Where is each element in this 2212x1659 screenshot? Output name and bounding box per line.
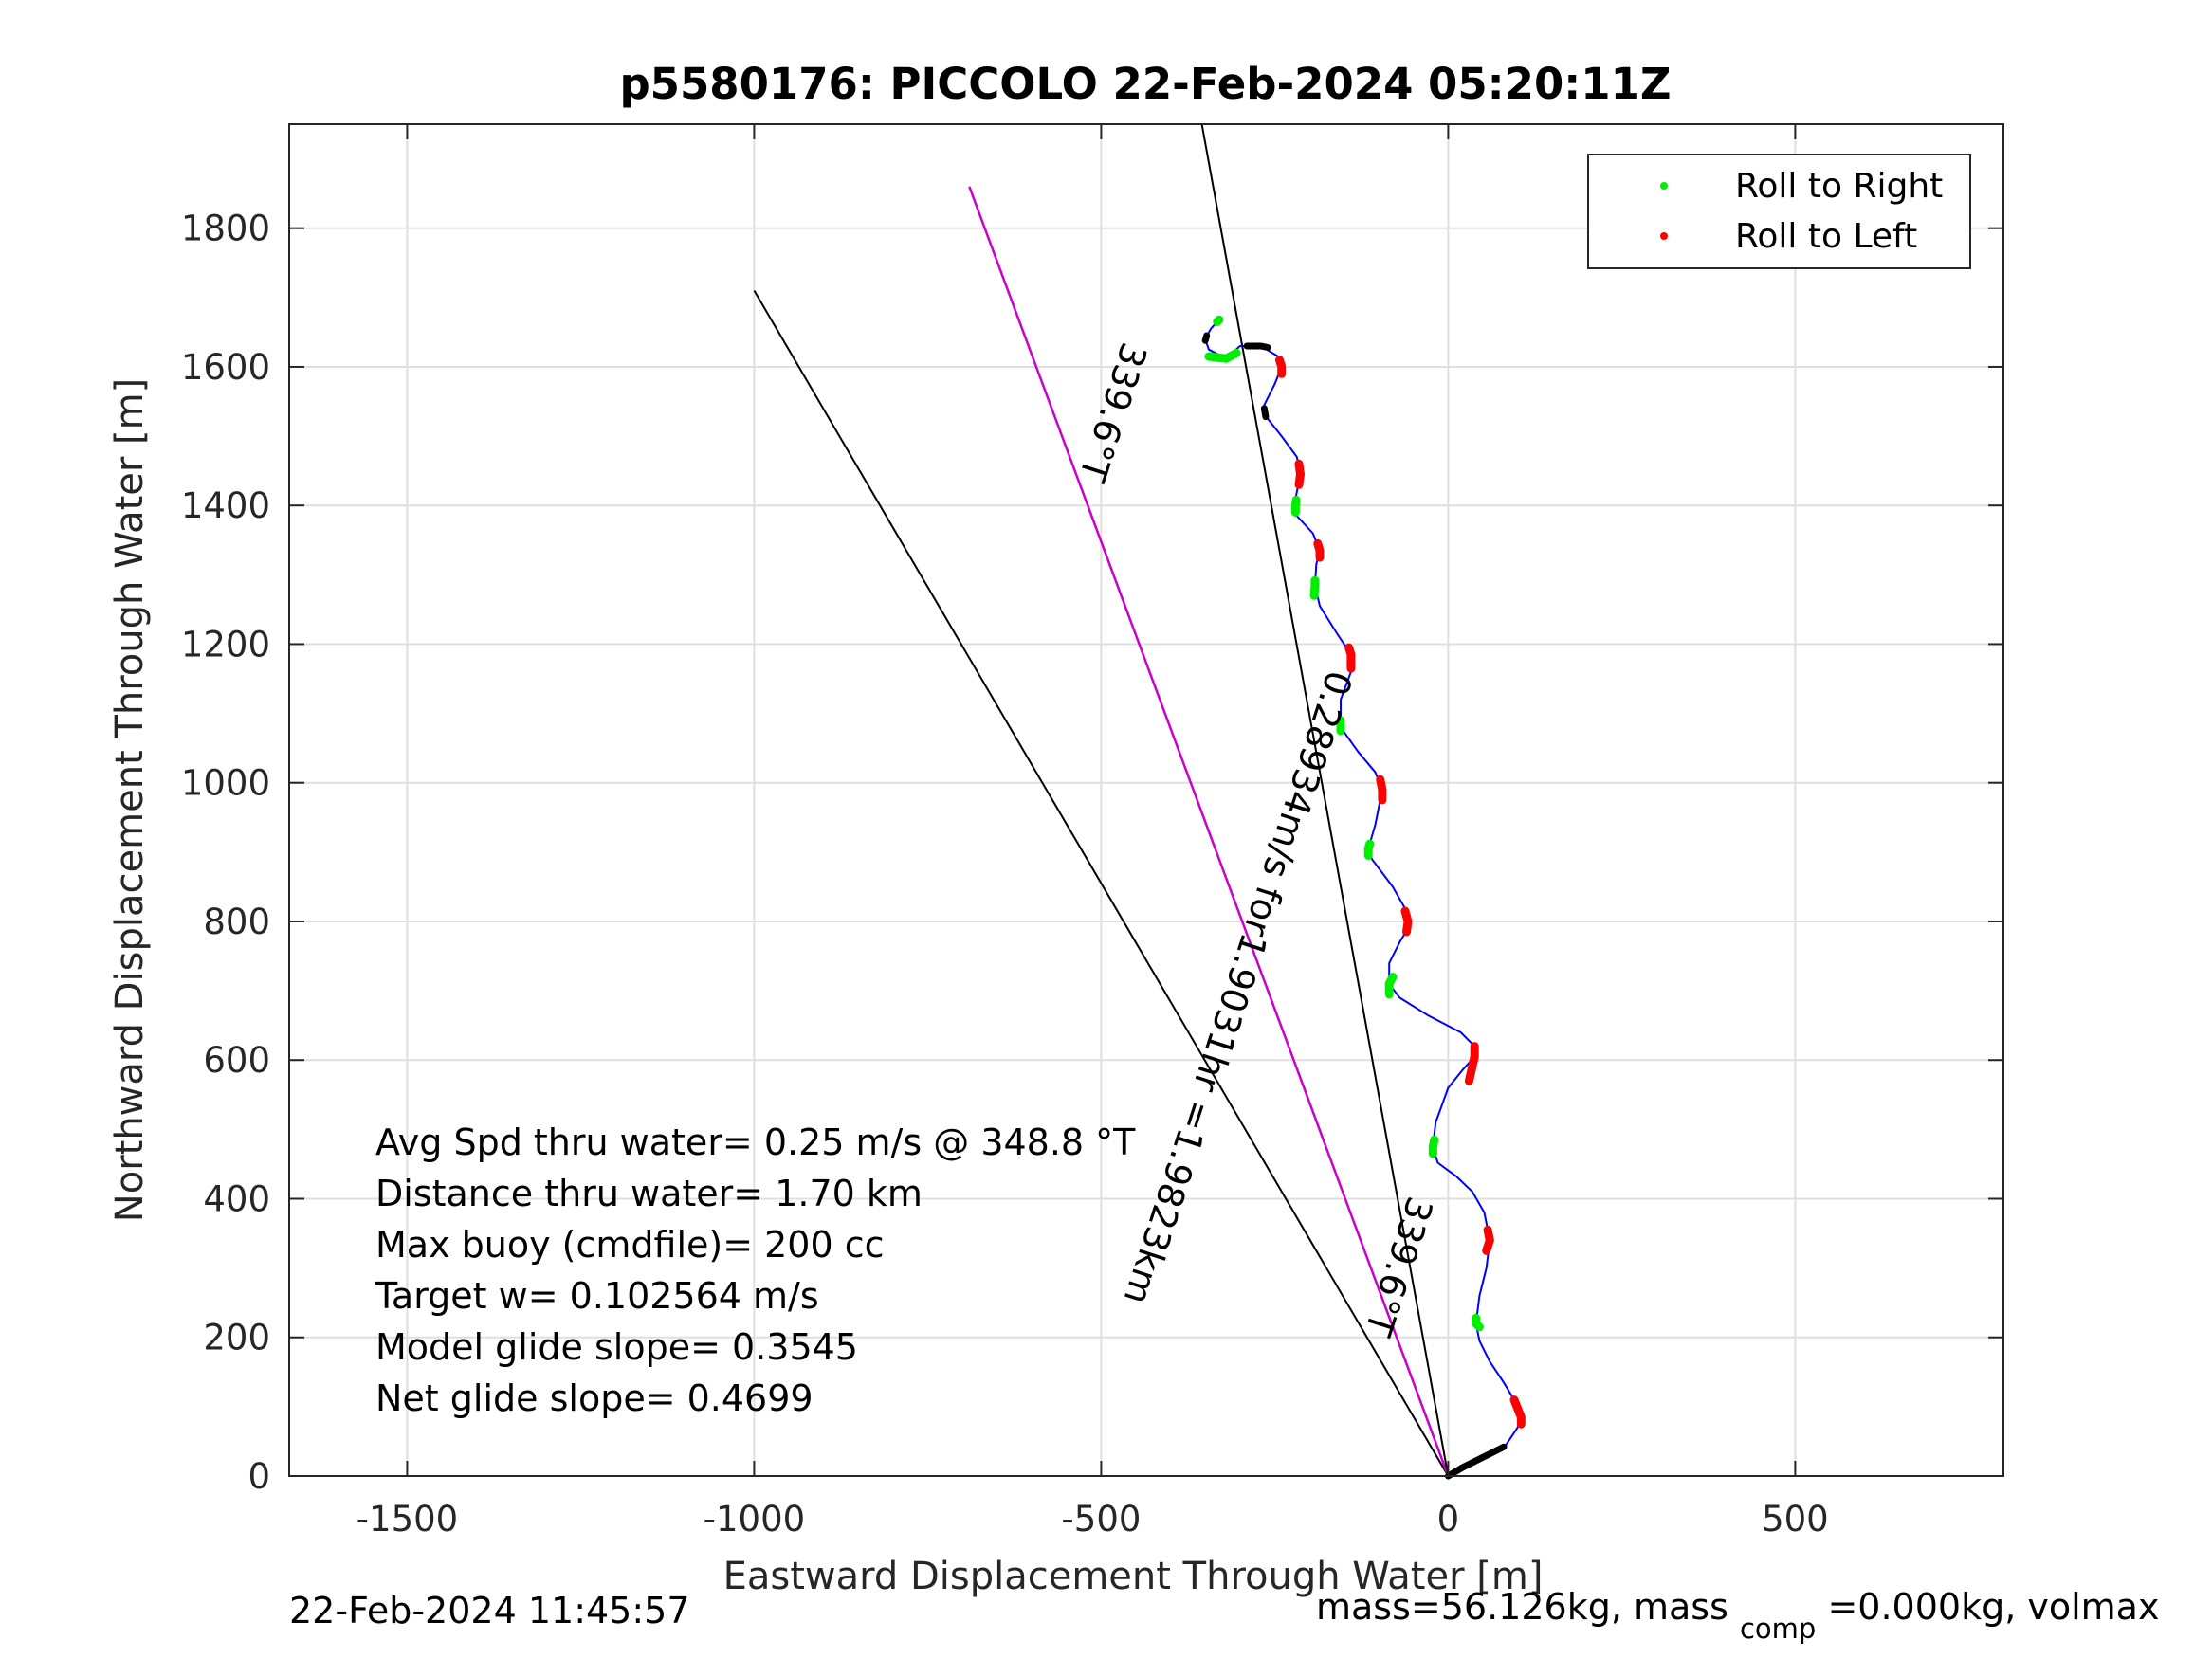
- roll-markers: [1204, 315, 1526, 1429]
- x-tick-label: 500: [1762, 1499, 1829, 1540]
- chart-title: p5580176: PICCOLO 22-Feb-2024 05:20:11Z: [619, 59, 1671, 109]
- roll-right-segment-6: [1290, 495, 1301, 517]
- y-tick-labels: 0 200 400 600 800 1000 1200 1400 1600 1800: [181, 209, 270, 1497]
- annotation-avg-speed: Avg Spd thru water= 0.25 m/s @ 348.8 °T: [375, 1121, 1136, 1163]
- y-tick-label: 200: [203, 1318, 270, 1358]
- annotation-model-glide: Model glide slope= 0.3545: [375, 1326, 858, 1368]
- roll-left-segment-5: [1344, 643, 1356, 673]
- roll-right-segment-7: [1204, 348, 1241, 363]
- x-tick-label: -1500: [356, 1499, 459, 1540]
- roll-left-segment-6: [1313, 538, 1325, 562]
- roll-right-segment-2: [1384, 973, 1398, 999]
- y-tick-label: 1400: [181, 485, 270, 526]
- footer-mass-info: mass=56.126kg, mass comp =0.000kg, volma…: [1316, 1586, 2159, 1647]
- roll-left-segment-4: [1376, 775, 1387, 805]
- annotation-target-w: Target w= 0.102564 m/s: [375, 1275, 819, 1317]
- y-tick-label: 1200: [181, 624, 270, 665]
- footer-mass-rest: =0.000kg, volmax: [1827, 1586, 2159, 1628]
- y-tick-label: 600: [203, 1040, 270, 1081]
- x-tick-label: -1000: [704, 1499, 806, 1540]
- glider-track: [1201, 319, 1523, 1480]
- y-tick-label: 0: [247, 1456, 270, 1497]
- grid-lines: [289, 124, 2003, 1477]
- stats-annotations: Avg Spd thru water= 0.25 m/s @ 348.8 °T …: [375, 1121, 1136, 1419]
- roll-right-segment-8: [1213, 315, 1224, 326]
- axis-ticks: [289, 124, 2003, 1477]
- y-tick-label: 1000: [181, 763, 270, 804]
- legend: Roll to Right Roll to Left: [1587, 154, 1971, 269]
- x-axis-label: Eastward Displacement Through Water [m]: [723, 1555, 1544, 1598]
- y-tick-label: 400: [203, 1178, 270, 1219]
- footer-mass-text: mass=56.126kg, mass: [1316, 1586, 1728, 1628]
- roll-right-segment-0: [1472, 1313, 1484, 1332]
- plot-area: [289, 124, 2003, 1476]
- plot-frame: [288, 123, 2004, 1477]
- roll-left-segment-1: [1482, 1225, 1494, 1255]
- track-black-segment-0: [1444, 1443, 1508, 1480]
- track-black-segment-1: [1243, 342, 1271, 351]
- track-black-segment-3: [1201, 332, 1211, 344]
- annotation-max-buoy: Max buoy (cmdfile)= 200 cc: [375, 1224, 885, 1266]
- roll-right-segment-1: [1428, 1135, 1439, 1158]
- annotation-distance: Distance thru water= 1.70 km: [375, 1173, 923, 1214]
- y-axis-label: Northward Displacement Through Water [m]: [108, 378, 152, 1222]
- footer-mass-subscript: comp: [1740, 1613, 1816, 1645]
- roll-right-segment-5: [1309, 575, 1320, 600]
- track-black-segment-2: [1260, 405, 1270, 421]
- legend-box: [1587, 154, 1971, 269]
- x-tick-labels: -1500 -1000 -500 0 500: [356, 1499, 1829, 1540]
- y-tick-label: 1600: [181, 347, 270, 388]
- roll-left-segment-0: [1509, 1395, 1526, 1429]
- x-tick-label: 0: [1437, 1499, 1460, 1540]
- y-tick-label: 800: [203, 902, 270, 942]
- y-tick-label: 1800: [181, 209, 270, 249]
- roll-left-segment-3: [1400, 906, 1413, 937]
- legend-marker-roll-right: [1660, 182, 1668, 190]
- footer-timestamp: 22-Feb-2024 11:45:57: [289, 1590, 690, 1632]
- x-tick-label: -500: [1061, 1499, 1141, 1540]
- roll-left-segment-2: [1464, 1042, 1479, 1085]
- reference-line-1: [968, 186, 1450, 1477]
- annotation-net-glide: Net glide slope= 0.4699: [375, 1377, 814, 1419]
- roll-left-segment-7: [1294, 459, 1306, 489]
- reference-line-2: [1200, 123, 1450, 1477]
- legend-label-roll-left: Roll to Left: [1735, 217, 1917, 256]
- legend-marker-roll-left: [1660, 232, 1668, 240]
- reference-line-0: [753, 290, 1450, 1477]
- reference-lines: [753, 123, 1450, 1477]
- roll-left-segment-8: [1275, 356, 1287, 378]
- legend-label-roll-right: Roll to Right: [1735, 167, 1943, 206]
- roll-right-segment-3: [1363, 839, 1375, 860]
